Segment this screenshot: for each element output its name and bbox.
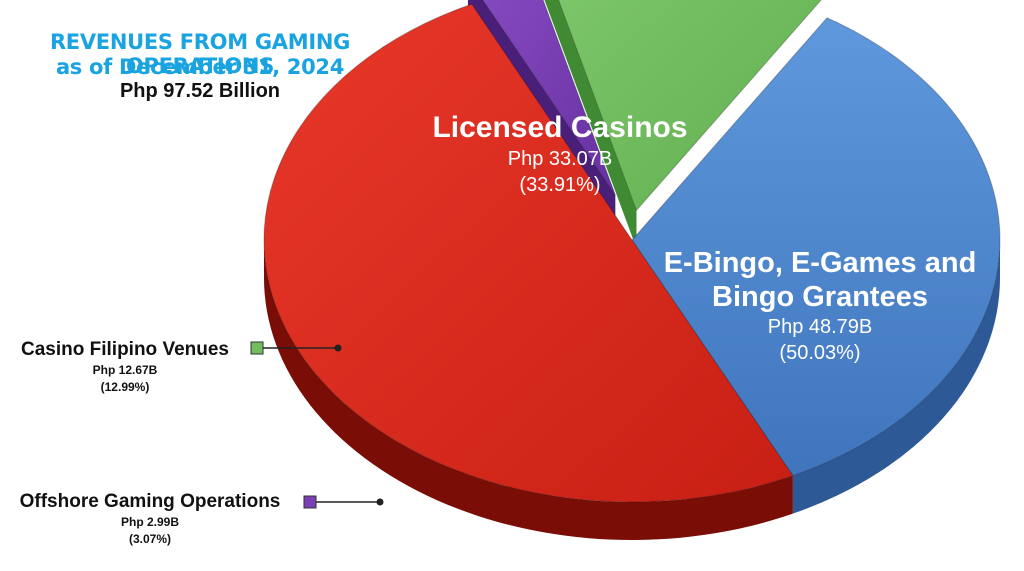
slice-value: Php 33.07B bbox=[507, 148, 613, 170]
slice-label-offshore: Offshore Gaming Operations Php 2.99B (3.… bbox=[0, 490, 300, 548]
slice-percent: (3.07%) bbox=[128, 532, 172, 546]
slice-value: Php 12.67B bbox=[92, 363, 158, 377]
legend-swatch bbox=[303, 495, 317, 509]
chart-subtitle: as of December 31, 2024 bbox=[55, 55, 345, 79]
slice-label-casino-filipino: Casino Filipino Venues Php 12.67B (12.99… bbox=[0, 338, 250, 396]
slice-value: Php 2.99B bbox=[120, 515, 180, 529]
slice-offshore-gaming bbox=[482, 0, 616, 196]
slice-name: Licensed Casinos bbox=[432, 111, 688, 144]
slice-casino-filipino-face bbox=[544, 0, 637, 249]
slice-egames-bingo-side bbox=[264, 240, 793, 540]
legend-swatch bbox=[250, 341, 264, 355]
total-revenue: Php 97.52 Billion bbox=[119, 80, 281, 102]
slice-licensed-casinos-side bbox=[792, 240, 1000, 514]
leader-casino-filipino bbox=[250, 341, 342, 355]
slice-label-licensed-casinos: Licensed Casinos Php 33.07B (33.91%) bbox=[380, 110, 740, 198]
slice-name: E-Bingo, E-Games and Bingo Grantees bbox=[663, 247, 977, 313]
chart-title: REVENUES FROM GAMING OPERATIONS bbox=[49, 30, 351, 78]
slice-licensed-casinos bbox=[631, 17, 1001, 477]
leader-dot bbox=[376, 498, 384, 506]
slice-casino-filipino bbox=[558, 0, 822, 212]
slice-label-egames: E-Bingo, E-Games and Bingo Grantees Php … bbox=[660, 246, 980, 366]
slice-value: Php 48.79B bbox=[767, 316, 873, 338]
slice-percent: (12.99%) bbox=[100, 380, 150, 394]
slice-egames-bingo bbox=[263, 3, 794, 503]
leader-offshore bbox=[303, 495, 384, 509]
slice-name: Casino Filipino Venues bbox=[21, 339, 229, 360]
leader-dot bbox=[334, 344, 342, 352]
slice-percent: (33.91%) bbox=[519, 174, 601, 196]
slice-name: Offshore Gaming Operations bbox=[19, 491, 281, 512]
slice-percent: (50.03%) bbox=[779, 342, 861, 364]
